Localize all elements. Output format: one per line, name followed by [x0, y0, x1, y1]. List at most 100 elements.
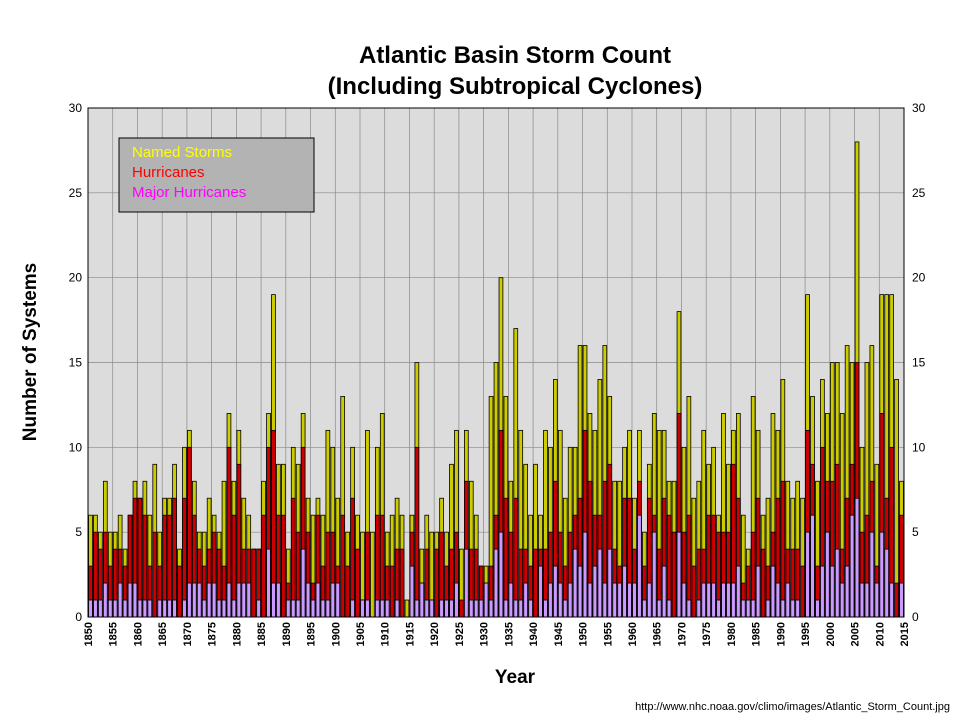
bar-major-hurricanes [374, 599, 380, 618]
x-tick-label: 1915 [404, 622, 416, 646]
bar-major-hurricanes [553, 565, 558, 618]
bar-major-hurricanes [463, 548, 469, 618]
bar-major-hurricanes [513, 599, 519, 618]
bar-major-hurricanes [696, 599, 702, 618]
x-tick-label: 1955 [602, 622, 614, 646]
y-tick-label-right: 5 [912, 525, 919, 539]
bar-major-hurricanes [493, 548, 499, 618]
bar-major-hurricanes [285, 599, 291, 618]
bar-major-hurricanes [849, 514, 855, 618]
bar-major-hurricanes [424, 599, 430, 618]
bar-major-hurricanes [478, 599, 484, 618]
bar-major-hurricanes [473, 599, 479, 618]
bar-major-hurricanes [562, 599, 568, 618]
bar-major-hurricanes [632, 582, 637, 618]
bar-hurricanes [137, 497, 143, 618]
bar-major-hurricanes [518, 599, 524, 618]
bar-major-hurricanes [854, 497, 860, 618]
bar-major-hurricanes [666, 599, 672, 618]
bar-major-hurricanes [602, 582, 608, 618]
x-tick-label: 1960 [627, 622, 639, 646]
bar-major-hurricanes [102, 582, 108, 618]
x-tick-label: 1875 [207, 622, 219, 646]
bar-major-hurricanes [290, 599, 296, 618]
bar-major-hurricanes [637, 514, 642, 618]
x-tick-label: 1890 [281, 622, 293, 646]
bar-major-hurricanes [236, 582, 242, 618]
bar-major-hurricanes [276, 582, 281, 618]
bar-major-hurricanes [157, 599, 163, 618]
bar-major-hurricanes [468, 599, 474, 618]
bar-major-hurricanes [216, 599, 222, 618]
bar-major-hurricanes [246, 582, 252, 618]
x-tick-label: 1855 [108, 622, 120, 646]
x-tick-label: 1980 [726, 622, 738, 646]
bar-named-storms [404, 599, 410, 618]
bar-hurricanes [340, 514, 346, 618]
bar-major-hurricanes [587, 582, 593, 618]
bar-major-hurricanes [859, 582, 865, 618]
bar-major-hurricanes [785, 582, 791, 618]
x-axis-label: Year [495, 667, 536, 688]
bar-major-hurricanes [592, 565, 598, 618]
bar-hurricanes [345, 565, 350, 618]
bar-major-hurricanes [360, 599, 365, 618]
legend: Named Storms Hurricanes Major Hurricanes [118, 137, 315, 213]
bar-major-hurricanes [182, 599, 187, 618]
bar-major-hurricanes [191, 582, 197, 618]
bar-major-hurricanes [241, 582, 247, 618]
bar-hurricanes [389, 565, 395, 618]
bar-major-hurricanes [508, 582, 514, 618]
bar-major-hurricanes [488, 599, 494, 618]
bar-major-hurricanes [736, 565, 741, 618]
y-tick-label-left: 15 [69, 356, 83, 370]
bar-major-hurricanes [622, 565, 627, 618]
bar-hurricanes [800, 565, 805, 618]
bar-major-hurricanes [582, 531, 588, 618]
bar-major-hurricanes [834, 548, 840, 618]
bar-hurricanes [172, 497, 177, 618]
bar-major-hurricanes [167, 599, 172, 618]
x-tick-label: 1965 [652, 622, 664, 646]
x-tick-label: 1935 [503, 622, 515, 646]
bar-major-hurricanes [745, 599, 751, 618]
bar-major-hurricanes [137, 599, 143, 618]
bar-major-hurricanes [266, 548, 271, 618]
bar-major-hurricanes [350, 599, 355, 618]
bar-major-hurricanes [557, 582, 563, 618]
bar-major-hurricanes [365, 599, 370, 618]
y-tick-label-right: 30 [912, 101, 926, 115]
y-tick-label-left: 25 [69, 186, 83, 200]
bar-major-hurricanes [221, 599, 227, 618]
bar-major-hurricanes [414, 599, 420, 618]
bar-major-hurricanes [543, 599, 548, 618]
bar-major-hurricanes [775, 582, 781, 618]
y-tick-label-left: 5 [75, 525, 82, 539]
legend-item-named-storms: Named Storms [132, 144, 232, 161]
bar-major-hurricanes [295, 599, 301, 618]
x-tick-label: 1870 [182, 622, 194, 646]
y-tick-label-left: 0 [75, 610, 82, 624]
x-tick-label: 1880 [231, 622, 243, 646]
bar-major-hurricanes [889, 582, 894, 618]
y-tick-label-right: 10 [912, 440, 926, 454]
bar-major-hurricanes [256, 599, 261, 618]
bar-major-hurricanes [820, 565, 825, 618]
bar-major-hurricanes [379, 599, 385, 618]
bar-hurricanes [399, 548, 405, 618]
bar-major-hurricanes [825, 531, 830, 618]
bar-hurricanes [459, 599, 464, 618]
bar-hurricanes [894, 582, 899, 618]
bar-hurricanes [281, 514, 286, 618]
bar-major-hurricanes [721, 582, 726, 618]
bar-major-hurricanes [498, 531, 504, 618]
bar-major-hurricanes [844, 565, 850, 618]
bar-major-hurricanes [884, 548, 890, 618]
bar-major-hurricanes [740, 599, 746, 618]
bar-major-hurricanes [731, 582, 736, 618]
x-tick-label: 2000 [825, 622, 837, 646]
chart-title-line1: Atlantic Basin Storm Count [359, 42, 671, 69]
bar-major-hurricanes [646, 582, 652, 618]
source-url: http://www.nhc.noaa.gov/climo/images/Atl… [635, 701, 950, 713]
bar-major-hurricanes [132, 582, 138, 618]
